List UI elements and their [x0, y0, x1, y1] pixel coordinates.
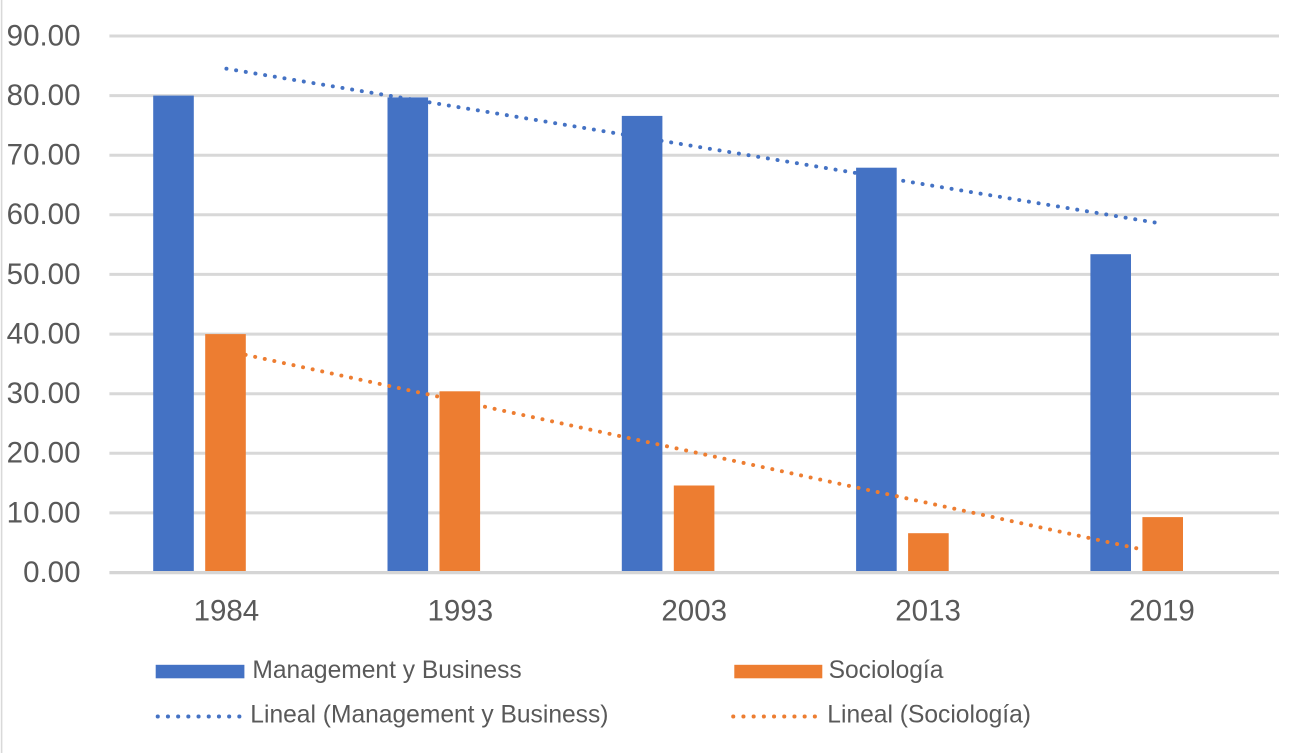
svg-text:1993: 1993 [427, 595, 493, 628]
svg-text:Sociología: Sociología [829, 657, 944, 684]
svg-text:2003: 2003 [661, 595, 727, 628]
svg-text:Management y Business: Management y Business [252, 657, 521, 684]
svg-text:10.00: 10.00 [7, 496, 81, 529]
svg-text:60.00: 60.00 [7, 198, 81, 231]
svg-text:70.00: 70.00 [7, 139, 81, 172]
svg-text:90.00: 90.00 [7, 19, 81, 52]
svg-text:2019: 2019 [1129, 595, 1195, 628]
svg-text:2013: 2013 [895, 595, 961, 628]
svg-text:30.00: 30.00 [7, 377, 81, 410]
svg-text:80.00: 80.00 [7, 79, 81, 112]
svg-text:20.00: 20.00 [7, 437, 81, 470]
svg-text:Lineal (Management y Business): Lineal (Management y Business) [250, 702, 608, 729]
svg-text:50.00: 50.00 [7, 258, 81, 291]
svg-text:0.00: 0.00 [23, 556, 80, 589]
svg-text:1984: 1984 [194, 595, 260, 628]
svg-text:40.00: 40.00 [7, 318, 81, 351]
svg-text:Lineal (Sociología): Lineal (Sociología) [827, 702, 1031, 729]
